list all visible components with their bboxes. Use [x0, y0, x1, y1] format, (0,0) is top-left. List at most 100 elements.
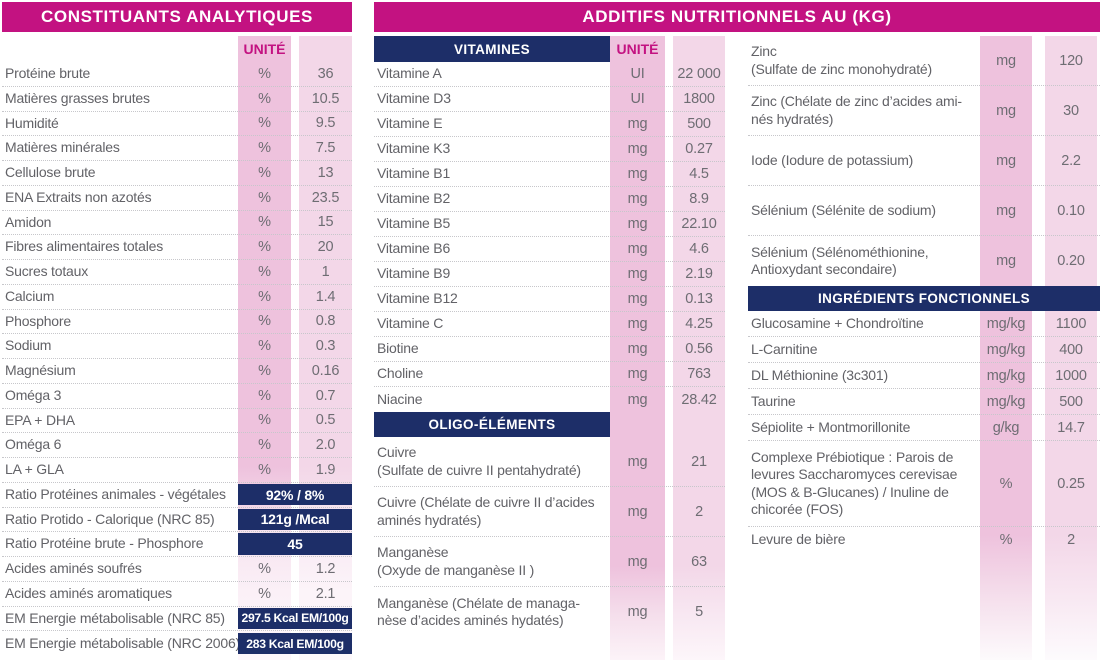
table-row: Taurine mg/kg 500: [748, 389, 1100, 415]
value-column-strip: [1045, 36, 1097, 660]
row-unit: %: [258, 115, 271, 132]
table-row: ENA Extraits non azotés% 23.5: [2, 186, 352, 211]
row-label: Iode (Iodure de potassium): [751, 151, 914, 168]
minerals-functional-table: Zinc (Sulfate de zinc monohydraté) mg 120 Z…: [748, 36, 1100, 660]
row-value: 1100: [1055, 315, 1087, 332]
table-row: Acides aminés aromatiques% 2.1: [2, 582, 352, 607]
row-label: Cuivre (Sulfate de cuivre II pentahydrat…: [377, 444, 581, 478]
constituants-table: UNITÉ Protéine brute% 36 Matières grasses …: [2, 36, 352, 660]
row-label: Matières grasses brutes: [5, 89, 150, 106]
row-label: Manganèse (Chélate de managa- nèse d’aci…: [377, 594, 580, 629]
row-value: 500: [687, 116, 711, 132]
row-unit: mg/kg: [986, 315, 1026, 332]
row-label: Acides aminés aromatiques: [5, 584, 172, 601]
row-label: Vitamine B1: [377, 165, 451, 182]
row-label: Vitamine B12: [377, 290, 458, 307]
table-row: Oméga 3% 0.7: [2, 384, 352, 409]
row-unit: %: [258, 90, 271, 107]
row-value: 120: [1059, 52, 1083, 69]
row-unit: %: [258, 288, 271, 305]
table-row: Zinc (Sulfate de zinc monohydraté) mg 120: [748, 36, 1100, 86]
row-label: Niacine: [377, 390, 423, 407]
row-value: 9.5: [315, 115, 336, 132]
row-label: Biotine: [377, 340, 419, 357]
row-value: 0.20: [1057, 253, 1085, 269]
row-label: Choline: [377, 365, 424, 382]
row-label: Sucres totaux: [5, 263, 88, 280]
row-label: DL Méthionine (3c301): [751, 366, 888, 383]
row-value: 0.3: [315, 338, 336, 355]
row-label: Ratio Protido - Calorique (NRC 85): [5, 510, 215, 527]
row-label: Vitamine B6: [377, 240, 451, 257]
table-row: EM Energie métabolisable (NRC 2006) 283 K…: [2, 631, 352, 656]
table-row: Vitamine D3 UI 1800: [374, 87, 725, 112]
table-row: Ratio Protido - Calorique (NRC 85) 121g /…: [2, 508, 352, 533]
row-value: 1.9: [315, 461, 336, 478]
value-column-strip: [673, 36, 725, 660]
table-row: Protéine brute% 36: [2, 62, 352, 87]
row-label: ENA Extraits non azotés: [5, 188, 152, 205]
table-row: Vitamine B1 mg 4.5: [374, 162, 725, 187]
row-label: Protéine brute: [5, 65, 91, 82]
row-label: Vitamine E: [377, 115, 443, 132]
table-row: Niacine mg 28.42: [374, 387, 725, 412]
row-unit: mg: [996, 52, 1016, 69]
table-row: Sodium% 0.3: [2, 334, 352, 359]
row-unit: mg: [627, 291, 648, 307]
table-row: Phosphore% 0.8: [2, 310, 352, 335]
row-value: 2: [695, 503, 703, 520]
row-value: 1: [321, 263, 330, 280]
row-value: 0.10: [1057, 202, 1085, 219]
table-row: Calcium% 1.4: [2, 285, 352, 310]
row-unit: %: [999, 475, 1013, 492]
row-label: Sodium: [5, 337, 52, 354]
row-value: 14.7: [1057, 419, 1085, 436]
row-value: 1000: [1055, 367, 1087, 384]
row-label: Magnésium: [5, 362, 76, 379]
table-row: Cuivre (Sulfate de cuivre II pentahydrat…: [374, 437, 725, 487]
row-unit: mg: [627, 266, 648, 282]
table-row: Vitamine B12 mg 0.13: [374, 287, 725, 312]
table-row: Zinc (Chélate de zinc d’acides ami- nés …: [748, 86, 1100, 136]
row-value: 5: [695, 604, 703, 620]
row-value: 400: [1059, 341, 1083, 358]
table-row: L-Carnitine mg/kg 400: [748, 337, 1100, 363]
table-row: Biotine mg 0.56: [374, 337, 725, 362]
row-value: 22.10: [681, 216, 717, 232]
row-value: 1.2: [315, 560, 336, 577]
row-value: 22 000: [677, 66, 721, 82]
row-label: EM Energie métabolisable (NRC 2006): [5, 634, 240, 651]
row-value: 2.0: [315, 437, 336, 454]
row-label: Glucosamine + Chondroïtine: [751, 314, 924, 331]
row-value: 7.5: [315, 140, 336, 157]
row-label: Vitamine D3: [377, 90, 451, 107]
table-row: Vitamine A UI 22 000: [374, 62, 725, 87]
functional-section-header: INGRÉDIENTS FONCTIONNELS: [748, 286, 1100, 311]
table-row: Choline mg 763: [374, 362, 725, 387]
table-row: Sucres totaux% 1: [2, 260, 352, 285]
row-unit: %: [258, 214, 271, 231]
oligo-section-header: OLIGO-ÉLÉMENTS: [374, 412, 610, 437]
row-label: Complexe Prébiotique : Parois de levures…: [751, 448, 958, 518]
row-unit: %: [258, 313, 271, 330]
value-badge: 121g /Mcal: [238, 508, 352, 531]
row-unit: %: [258, 263, 271, 280]
row-value: 0.8: [315, 313, 336, 330]
value-badge: 45: [238, 533, 352, 555]
row-value: 28.42: [681, 391, 717, 408]
table-row: Levure de bière% 2: [748, 527, 1100, 553]
unit-column-strip: [980, 36, 1032, 660]
row-unit: UI: [630, 66, 645, 82]
row-unit: %: [258, 338, 271, 355]
table-row: Acides aminés soufrés% 1.2: [2, 557, 352, 582]
row-value: 15: [317, 214, 334, 231]
table-row: Complexe Prébiotique : Parois de levures…: [748, 441, 1100, 527]
row-unit: mg: [627, 604, 648, 620]
row-label: Acides aminés soufrés: [5, 560, 142, 577]
table-row: Vitamine B2 mg 8.9: [374, 187, 725, 212]
row-value: 23.5: [311, 189, 340, 206]
table-row: Sépiolite + Montmorillonite g/kg 14.7: [748, 415, 1100, 441]
table-row: Humidité% 9.5: [2, 112, 352, 137]
row-unit: mg: [627, 141, 648, 157]
